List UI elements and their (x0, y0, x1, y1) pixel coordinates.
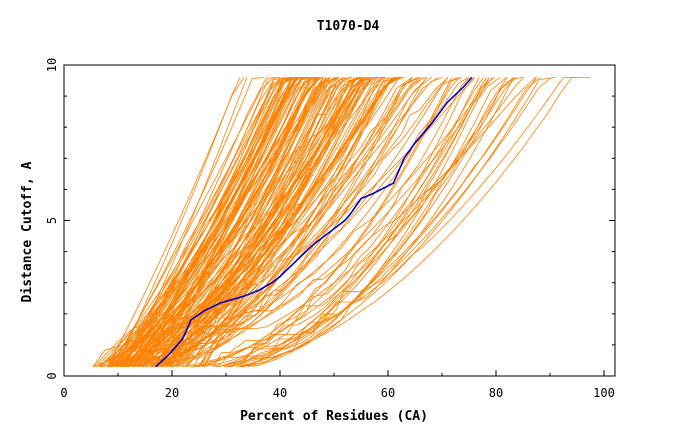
model-series-line (151, 77, 351, 368)
model-series-line (106, 77, 330, 367)
y-tick-label: 5 (45, 217, 59, 224)
model-series-line (181, 77, 344, 367)
model-series-line (119, 77, 317, 368)
model-series-line (156, 77, 461, 368)
model-series-line (121, 77, 393, 368)
y-tick-label: 10 (45, 58, 59, 72)
model-series-line (168, 77, 397, 368)
model-series-line (109, 77, 343, 368)
model-series-line (167, 77, 449, 368)
y-axis-label: Distance Cutoff, A (20, 161, 35, 302)
model-series-line (243, 77, 480, 368)
model-series-line (133, 77, 372, 368)
model-series-line (112, 77, 281, 367)
model-series-line (127, 77, 299, 367)
model-series-line (223, 77, 474, 368)
model-series-line (176, 77, 337, 367)
x-tick-label: 0 (60, 386, 67, 400)
model-series-line (229, 77, 490, 368)
model-series-line (201, 77, 487, 368)
model-series-line (152, 77, 360, 368)
model-series-line (125, 77, 383, 368)
highlight-series-group (155, 76, 473, 368)
model-series-line (127, 77, 340, 368)
x-axis-label: Percent of Residues (CA) (240, 409, 428, 424)
model-series-line (137, 77, 318, 367)
model-series-line (247, 77, 507, 368)
model-series-line (199, 77, 353, 367)
model-series-line (123, 77, 289, 367)
model-series-line (107, 77, 331, 368)
model-series-line (142, 77, 525, 367)
model-series-line (159, 77, 380, 367)
model-series-line (111, 77, 295, 367)
model-series-line (141, 77, 370, 368)
model-series-line (121, 77, 361, 368)
model-series-line (124, 77, 422, 368)
model-series-line (112, 77, 319, 368)
model-series-line (239, 77, 508, 367)
model-series-line (142, 77, 293, 367)
x-tick-label: 20 (165, 386, 179, 400)
model-series-line (185, 77, 347, 367)
x-axis-ticks: 0 20 40 60 80 100 (60, 370, 615, 400)
model-series-line (93, 77, 296, 367)
model-series-line (118, 77, 424, 368)
x-tick-label: 100 (593, 386, 615, 400)
model-series-line (122, 77, 346, 368)
model-series-line (226, 77, 495, 368)
model-series-line (145, 77, 418, 368)
chart-title: T1070-D4 (317, 19, 380, 34)
model-series-line (112, 77, 313, 367)
model-series-line (111, 77, 275, 367)
model-series-line (100, 77, 364, 368)
y-axis-ticks: 0 5 10 (45, 58, 615, 380)
model-series-line (107, 77, 299, 367)
model-series-line (181, 77, 517, 368)
x-tick-label: 40 (273, 386, 287, 400)
model-series-line (107, 77, 245, 367)
model-series-line (103, 77, 289, 367)
highlight-series-line (155, 76, 473, 368)
model-series-line (99, 77, 384, 368)
model-series-line (170, 77, 413, 368)
model-series-line (107, 77, 285, 367)
model-series-group (92, 77, 591, 368)
model-series-line (150, 77, 448, 368)
model-series-line (145, 77, 292, 367)
x-tick-label: 80 (489, 386, 503, 400)
model-series-line (193, 77, 578, 368)
model-series-line (134, 77, 318, 367)
model-series-line (213, 77, 470, 367)
model-series-line (216, 77, 537, 368)
model-series-line (142, 77, 413, 368)
model-series-line (120, 77, 362, 368)
y-tick-label: 0 (45, 372, 59, 379)
model-series-line (111, 77, 323, 368)
model-series-line (154, 77, 386, 367)
model-series-line (95, 77, 340, 367)
x-tick-label: 60 (381, 386, 395, 400)
model-series-line (99, 77, 276, 367)
model-series-line (97, 77, 298, 368)
model-series-line (127, 77, 501, 368)
model-series-line (248, 77, 556, 368)
model-series-line (241, 77, 552, 368)
